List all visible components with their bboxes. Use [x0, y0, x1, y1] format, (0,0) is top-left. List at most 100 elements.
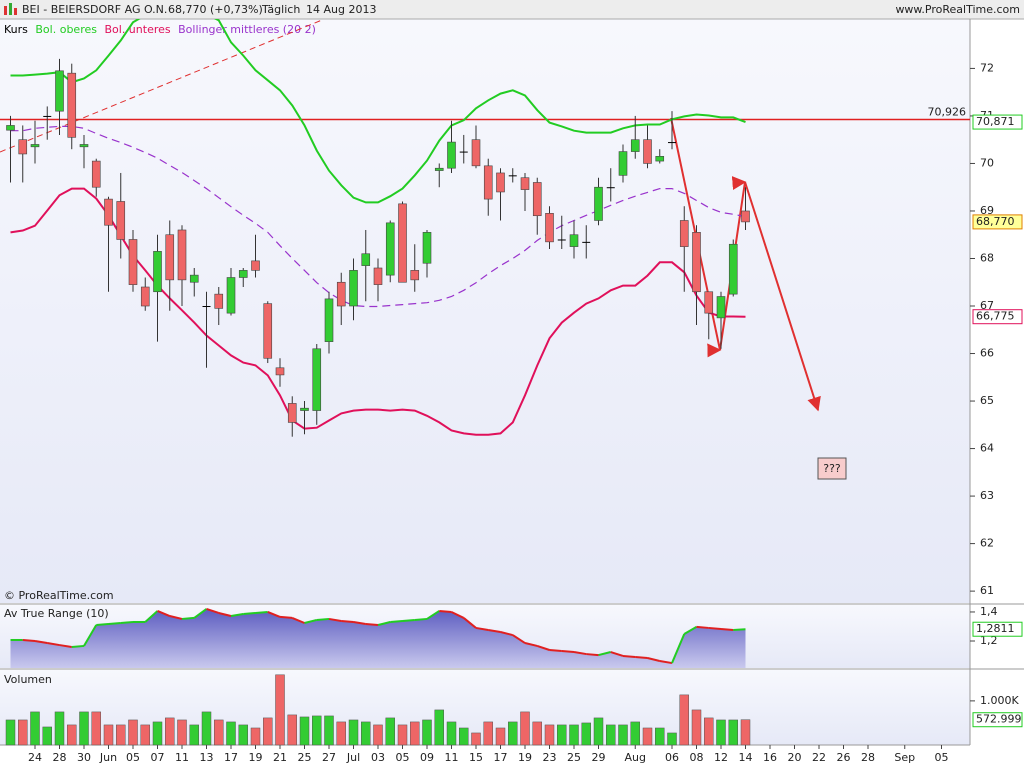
volume-bar [91, 711, 101, 746]
price-tag [972, 621, 1023, 637]
x-tick-label: 06 [665, 751, 679, 764]
atr-segment [22, 638, 36, 642]
volume-bar [312, 715, 322, 746]
candle-body [569, 234, 579, 247]
volume-bar [630, 721, 640, 746]
volume-bar [238, 724, 248, 746]
y-tick-label: 69 [980, 204, 994, 217]
candle-body [79, 144, 89, 148]
x-tick-label: 29 [592, 751, 606, 764]
atr-segment [377, 621, 391, 627]
candle-body [373, 267, 383, 285]
candle-body [532, 182, 542, 217]
x-tick-label: 25 [298, 751, 312, 764]
x-tick-label: 09 [420, 751, 434, 764]
y-tick-label: 61 [980, 584, 994, 597]
period: Täglich [261, 3, 300, 16]
atr-segment [659, 660, 673, 665]
candle-body [312, 348, 322, 411]
symbol: BEI - BEIERSDORF AG O.N. [22, 3, 167, 16]
candle-body [594, 186, 603, 221]
volume-bar [618, 724, 628, 746]
x-tick-label: 22 [812, 751, 826, 764]
candle-body [104, 198, 113, 226]
candle-body [434, 167, 444, 171]
volume-bar [691, 709, 702, 746]
site: www.ProRealTime.com [895, 3, 1020, 16]
x-tick-label: 17 [224, 751, 238, 764]
header-icon [4, 3, 17, 15]
atr-segment [463, 617, 477, 629]
candle-body [557, 239, 566, 241]
x-tick-label: 21 [273, 751, 287, 764]
x-tick-label: 17 [494, 751, 508, 764]
volume-bar [189, 724, 199, 746]
x-tick-label: 15 [469, 751, 483, 764]
candle-body [6, 125, 15, 131]
candle-body [361, 253, 371, 266]
atr-segment [390, 619, 403, 623]
price-plot [0, 19, 970, 437]
atr-segment [193, 608, 208, 619]
volume-bar [716, 719, 726, 746]
atr-segment [108, 622, 121, 626]
candle-body [668, 142, 676, 144]
header-bar [0, 0, 1024, 19]
volume-bar [177, 719, 187, 746]
candle-body [43, 115, 52, 117]
volume-bar [361, 721, 371, 746]
atr-segment [598, 651, 611, 657]
candle-body [716, 296, 726, 319]
main-panel [0, 19, 970, 603]
x-tick-label: 19 [249, 751, 263, 764]
x-tick-label: 11 [175, 751, 189, 764]
candle-body [447, 141, 456, 169]
atr-segment [341, 619, 354, 623]
atr-segment [243, 611, 256, 615]
atr-segment [230, 613, 244, 618]
quote: 68,770 (+0,73%) [168, 3, 263, 16]
x-tick-label: 25 [567, 751, 581, 764]
y-tick-label: 70 [980, 156, 994, 169]
volume-bar [642, 727, 653, 746]
candle-body [238, 270, 248, 278]
atr-segment [181, 616, 195, 620]
candle-body [18, 139, 28, 155]
candle-body [263, 303, 273, 359]
x-tick-label: 27 [322, 751, 336, 764]
atr-segment [328, 617, 342, 622]
candle-body [459, 151, 468, 153]
atr-segment [414, 617, 428, 621]
price-tag-label: 68,770 [976, 215, 1015, 228]
atr-segment [47, 642, 60, 647]
x-tick-label: 30 [77, 751, 91, 764]
candle-body [692, 232, 701, 293]
atr-segment [365, 623, 379, 627]
legend-entry: Bol. unteres [104, 23, 170, 36]
legend-entry: Bollinger mittleres (20 2) [178, 23, 316, 36]
y-tick-label: 65 [980, 394, 994, 407]
candle-body [422, 232, 432, 264]
volume-bar [704, 717, 714, 746]
bollinger-line [10, 19, 746, 204]
candle-body [520, 177, 530, 190]
bollinger-line [10, 125, 746, 308]
atr-segment [267, 611, 281, 618]
atr-area [10, 608, 746, 668]
candle-body [153, 251, 162, 293]
candle-body [496, 172, 505, 193]
candle-body [618, 151, 628, 176]
atr-segment [451, 611, 465, 619]
volume-bar [581, 722, 591, 746]
volume-bar [667, 732, 677, 746]
volume-bar [54, 711, 65, 746]
atr-segment [573, 651, 587, 656]
candle-body [324, 298, 334, 342]
date: 14 Aug 2013 [306, 3, 376, 16]
atr-segment [157, 610, 171, 617]
candle-body [545, 213, 554, 243]
candle-body [483, 165, 493, 200]
candle-body [728, 243, 738, 295]
atr-segment [218, 612, 232, 618]
